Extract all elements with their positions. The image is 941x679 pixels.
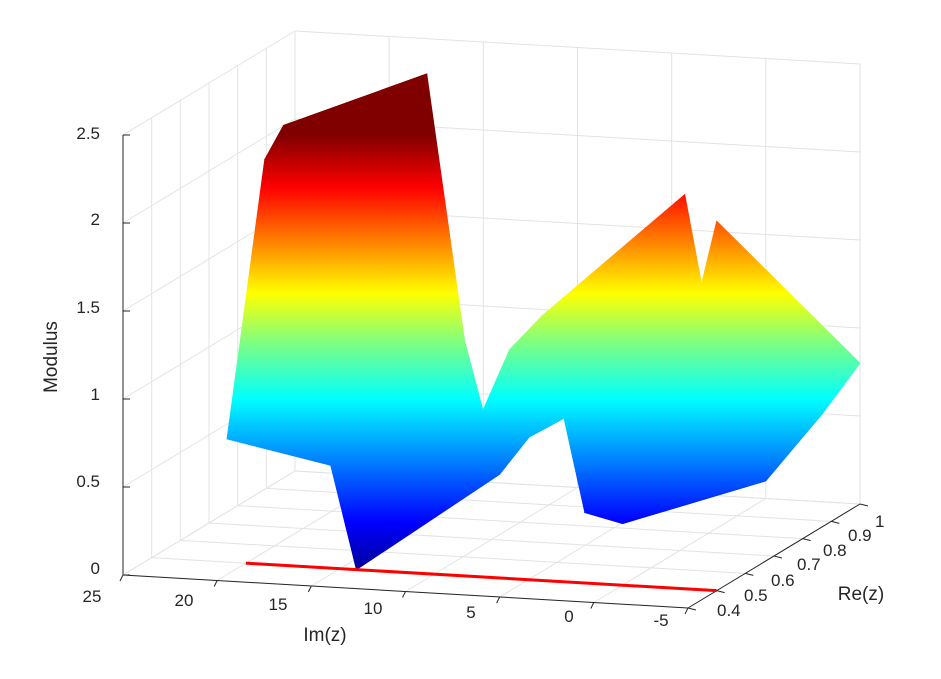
im-tick-mark <box>213 580 218 587</box>
surface <box>226 73 861 571</box>
floor-grid-line <box>208 522 775 557</box>
critical-line-layer <box>245 561 717 593</box>
re-tick-mark <box>773 555 783 559</box>
modulus-tick-label: 0 <box>91 559 100 578</box>
re-axis-ticks: 0.4 0.5 0.6 0.7 0.8 0.9 1 <box>717 512 884 620</box>
re-tick-mark <box>859 503 869 507</box>
im-tick-mark <box>402 591 406 598</box>
modulus-tick-label: 1 <box>91 385 100 404</box>
im-tick-label: 25 <box>83 587 102 606</box>
im-tick-label: -5 <box>653 611 668 630</box>
critical-line <box>245 561 717 593</box>
im-tick-label: 20 <box>175 591 194 610</box>
re-tick-mark <box>802 538 811 542</box>
y-axis-title: Re(z) <box>838 584 884 605</box>
im-tick-label: 0 <box>564 607 573 626</box>
modulus-tick-label: 1.5 <box>76 298 100 317</box>
im-tick-label: 5 <box>466 603 475 622</box>
back-wall-grid-line <box>294 30 861 65</box>
re-tick-label: 0.5 <box>744 586 768 605</box>
im-tick-mark <box>119 574 124 582</box>
side-wall-grid-line <box>122 470 296 576</box>
side-wall-grid-line <box>122 118 296 224</box>
im-tick-label: 10 <box>364 599 383 618</box>
floor-grid-line <box>237 505 803 540</box>
surface-strip <box>678 220 861 415</box>
im-tick-mark <box>496 596 501 604</box>
im-tick-label: 15 <box>269 595 288 614</box>
modulus-axis-ticks: 0 0.5 1 1.5 2 2.5 <box>76 124 100 578</box>
z-axis-title: Modulus <box>41 321 62 393</box>
im-axis-ticks: 25 20 15 10 5 0 -5 <box>83 587 669 630</box>
re-tick-label: 1 <box>875 512 884 531</box>
re-tick-mark <box>716 590 725 594</box>
side-wall-grid-line <box>122 30 296 136</box>
re-tick-label: 0.9 <box>848 526 872 545</box>
re-tick-mark <box>831 520 840 524</box>
re-tick-label: 0.7 <box>797 555 821 574</box>
im-tick-mark <box>307 585 312 593</box>
re-tick-mark <box>687 607 697 611</box>
re-tick-label: 0.4 <box>717 601 741 620</box>
x-axis-title: Im(z) <box>303 625 346 646</box>
floor-grid-line <box>180 539 746 574</box>
re-tick-mark <box>745 572 754 576</box>
modulus-tick-label: 0.5 <box>76 472 100 491</box>
re-tick-label: 0.6 <box>771 571 795 590</box>
re-tick-label: 0.8 <box>823 541 847 560</box>
im-tick-mark <box>684 607 689 615</box>
modulus-tick-label: 2 <box>91 210 100 229</box>
modulus-tick-label: 2.5 <box>76 124 100 143</box>
im-tick-mark <box>590 602 595 609</box>
